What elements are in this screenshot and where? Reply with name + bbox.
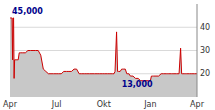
plot-area: [10, 18, 197, 97]
area-fill: [10, 18, 197, 97]
y-tick-label: 40: [200, 23, 210, 32]
y-tick-label: 20: [200, 69, 210, 78]
annotation: 13,000: [122, 80, 153, 89]
y-tick-label: 30: [200, 46, 210, 55]
x-tick-label: Jul: [51, 100, 62, 109]
x-tick-label: Okt: [97, 100, 111, 109]
grid-line: [10, 27, 197, 28]
y-axis-line: [197, 4, 198, 97]
x-tick-label: Jan: [143, 100, 156, 109]
annotation: 45,000: [12, 7, 43, 16]
line: [10, 18, 197, 81]
chart: 20 30 40 Apr Jul Okt Jan Apr 45,000 13,000: [0, 0, 215, 110]
x-tick-label: Apr: [3, 100, 18, 109]
chart-container: 20 30 40 Apr Jul Okt Jan Apr 45,000 13,000: [0, 0, 215, 110]
x-tick-label: Apr: [190, 100, 205, 109]
